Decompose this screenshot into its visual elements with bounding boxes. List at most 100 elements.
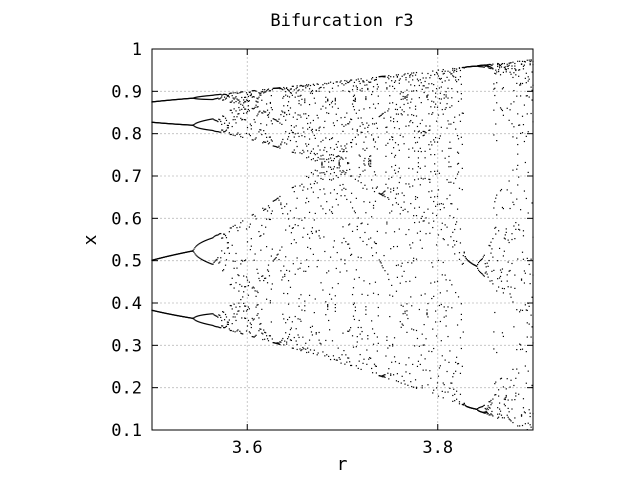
scatter-point: [498, 286, 500, 288]
scatter-point: [309, 152, 312, 154]
scatter-point: [245, 276, 248, 278]
scatter-point: [415, 386, 418, 388]
scatter-point: [287, 218, 290, 220]
scatter-point: [392, 345, 394, 347]
scatter-point: [342, 183, 344, 186]
scatter-point: [365, 98, 367, 101]
scatter-point: [490, 404, 492, 406]
scatter-point: [395, 74, 398, 76]
scatter-point: [501, 206, 504, 209]
scatter-point: [507, 407, 509, 410]
scatter-point: [371, 93, 373, 96]
scatter-point: [264, 331, 266, 333]
scatter-point: [311, 128, 314, 130]
scatter-point: [482, 66, 484, 68]
scatter-point: [303, 186, 305, 188]
scatter-point: [278, 343, 280, 345]
scatter-point: [519, 348, 522, 351]
scatter-point: [267, 88, 270, 90]
scatter-point: [154, 121, 156, 124]
scatter-point: [440, 340, 442, 342]
scatter-point: [167, 123, 169, 125]
scatter-point: [527, 80, 529, 82]
scatter-point: [471, 65, 473, 68]
scatter-point: [514, 287, 516, 289]
scatter-point: [431, 100, 433, 102]
scatter-point: [482, 256, 484, 258]
scatter-point: [158, 100, 160, 102]
scatter-point: [260, 92, 262, 94]
scatter-point: [279, 195, 281, 198]
scatter-point: [245, 99, 248, 101]
scatter-point: [251, 214, 253, 216]
scatter-point: [418, 345, 420, 347]
scatter-point: [403, 201, 405, 203]
scatter-point: [382, 76, 384, 78]
scatter-point: [510, 420, 512, 422]
scatter-point: [479, 259, 482, 261]
scatter-point: [436, 195, 439, 197]
scatter-point: [336, 359, 338, 361]
scatter-point: [397, 74, 399, 76]
scatter-point: [241, 333, 243, 335]
scatter-point: [370, 163, 372, 165]
scatter-point: [314, 169, 316, 171]
scatter-point: [528, 409, 530, 411]
scatter-point: [305, 113, 307, 115]
scatter-point: [205, 323, 208, 325]
scatter-point: [308, 84, 310, 86]
scatter-point: [300, 84, 302, 87]
scatter-point: [517, 425, 519, 427]
scatter-point: [435, 88, 438, 90]
scatter-point: [295, 207, 297, 209]
scatter-point: [452, 67, 454, 70]
scatter-point: [483, 66, 485, 68]
scatter-point: [333, 124, 335, 127]
scatter-point: [525, 309, 527, 311]
scatter-point: [466, 259, 468, 261]
scatter-point: [529, 64, 531, 66]
scatter-point: [321, 172, 323, 174]
scatter-point: [491, 280, 493, 282]
scatter-point: [390, 248, 392, 250]
scatter-point: [505, 71, 507, 73]
scatter-point: [511, 233, 513, 235]
scatter-point: [221, 237, 223, 239]
scatter-point: [318, 331, 320, 334]
scatter-point: [249, 91, 251, 93]
scatter-point: [515, 228, 517, 230]
scatter-point: [489, 65, 491, 67]
scatter-point: [234, 97, 236, 99]
scatter-point: [443, 72, 445, 75]
scatter-point: [175, 98, 177, 101]
scatter-point: [416, 365, 419, 367]
scatter-point: [472, 263, 474, 265]
scatter-point: [214, 130, 216, 132]
scatter-point: [380, 193, 382, 195]
scatter-point: [349, 91, 351, 93]
scatter-point: [454, 228, 456, 231]
scatter-point: [416, 232, 419, 234]
scatter-point: [159, 122, 162, 124]
scatter-point: [452, 394, 454, 397]
scatter-point: [332, 355, 335, 357]
scatter-point: [263, 141, 265, 143]
scatter-point: [396, 120, 399, 123]
scatter-point: [524, 77, 526, 79]
scatter-point: [371, 367, 373, 370]
scatter-point: [226, 127, 229, 129]
scatter-point: [380, 262, 382, 264]
scatter-point: [234, 260, 236, 262]
scatter-point: [522, 258, 525, 260]
scatter-point: [358, 166, 360, 169]
scatter-point: [435, 103, 437, 105]
scatter-point: [374, 141, 377, 143]
scatter-point: [304, 310, 306, 312]
scatter-point: [350, 79, 353, 81]
scatter-point: [307, 150, 309, 152]
scatter-point: [173, 314, 175, 316]
scatter-point: [509, 419, 511, 421]
scatter-point: [211, 237, 213, 239]
scatter-point: [392, 118, 395, 120]
scatter-point: [404, 312, 406, 314]
